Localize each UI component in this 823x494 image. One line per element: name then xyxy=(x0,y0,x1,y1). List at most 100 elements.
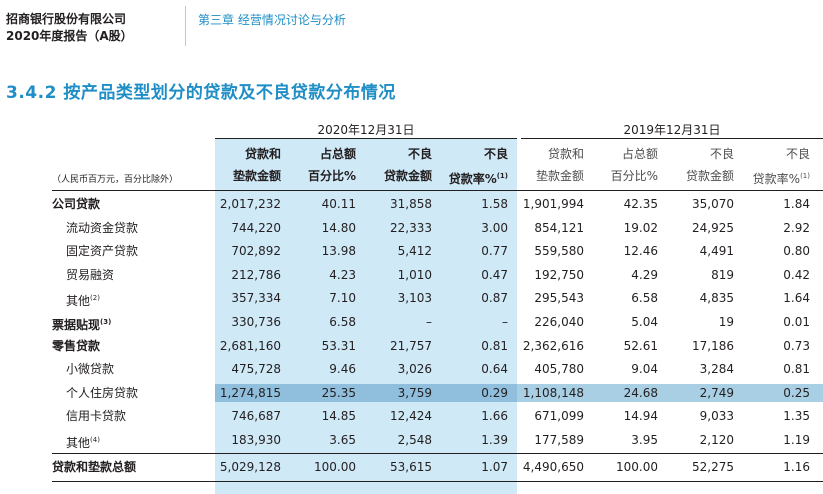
table-cell: 0.77 xyxy=(481,244,508,259)
column-header-2019-1: 占总额百分比% xyxy=(588,143,658,187)
column-header-line2: 垫款金额 xyxy=(211,165,281,187)
table-cell: 2,017,232 xyxy=(219,197,281,211)
column-header-2020-3: 不良 贷款率%(1) xyxy=(438,143,508,190)
table-cell: 746,687 xyxy=(231,409,281,424)
table-cell: 24.68 xyxy=(623,385,658,400)
column-header-line1: 不良 xyxy=(709,147,734,161)
row-footnote: (3) xyxy=(100,318,112,326)
table-cell: 2,120 xyxy=(699,433,734,447)
row-label-text: 票据贴现 xyxy=(52,318,101,332)
row-label: 票据贴现(3) xyxy=(52,311,111,337)
table-row: 其他(4) 183,930 3.65 2,548 1.39 177,589 3.95 2,12… xyxy=(0,429,823,452)
table-cell: – xyxy=(502,315,508,329)
table-cell: 1.58 xyxy=(481,197,508,211)
table-cell: 1,901,994 xyxy=(522,197,584,211)
table-cell: 3,103 xyxy=(397,291,432,306)
table-cell: 1.84 xyxy=(783,197,810,211)
column-header-line2: 百分比% xyxy=(588,165,658,187)
table-cell: 226,040 xyxy=(534,315,584,329)
table-cell: 25.35 xyxy=(321,385,356,400)
table-cell: 13.98 xyxy=(321,244,356,259)
company-name: 招商银行股份有限公司 xyxy=(6,12,127,26)
table-cell: 4.23 xyxy=(329,267,356,282)
column-header-2019-2: 不良贷款金额 xyxy=(664,143,734,187)
highlight-row-intersection xyxy=(215,384,517,402)
table-cell: 12,424 xyxy=(390,409,432,424)
table-cell: 0.47 xyxy=(481,267,508,282)
row-label-text: 流动资金贷款 xyxy=(66,220,139,235)
total-cell-3: 1.07 xyxy=(481,460,508,474)
row-label: 流动资金贷款 xyxy=(66,217,138,240)
table-row: 信用卡贷款 746,687 14.85 12,424 1.66 671,099 14.94 9… xyxy=(0,405,823,428)
table-cell: 3,284 xyxy=(699,362,734,377)
header-divider xyxy=(185,6,186,46)
table-cell: 0.87 xyxy=(481,291,508,306)
table-cell: 6.58 xyxy=(329,315,356,329)
table-cell: 1,274,815 xyxy=(219,385,281,400)
row-label: 其他(2) xyxy=(66,287,100,313)
row-label-text: 贸易融资 xyxy=(66,267,115,282)
table-cell: 22,333 xyxy=(390,220,432,235)
row-label-text: 其他 xyxy=(66,294,91,309)
row-label-text: 小微贷款 xyxy=(66,362,115,377)
table-cell: 1.19 xyxy=(783,433,810,447)
table-cell: 14.94 xyxy=(623,409,658,424)
table-row: 公司贷款 2,017,232 40.11 31,858 1.58 1,901,994 42.… xyxy=(0,193,823,216)
table-cell: 405,780 xyxy=(534,362,584,377)
total-cell-2: 53,615 xyxy=(390,460,432,474)
total-cell-4: 4,490,650 xyxy=(522,460,584,474)
row-label: 其他(4) xyxy=(66,429,100,455)
table-cell: 1.66 xyxy=(481,409,508,424)
table-cell: 744,220 xyxy=(231,220,281,235)
column-header-line1: 占总额 xyxy=(319,147,356,161)
table-cell: 0.73 xyxy=(783,338,810,353)
table-cell: 2,749 xyxy=(699,385,734,400)
table-cell: 819 xyxy=(711,267,734,282)
table-cell: 212,786 xyxy=(231,267,281,282)
table-cell: 0.01 xyxy=(783,315,810,329)
table-cell: 2.92 xyxy=(783,220,810,235)
table-cell: 1.64 xyxy=(783,291,810,306)
table-cell: 19.02 xyxy=(623,220,658,235)
column-header-line1: 占总额 xyxy=(621,147,658,161)
table-row: 零售贷款 2,681,160 53.31 21,757 0.81 2,362,616 52.… xyxy=(0,335,823,358)
table-cell: 3,026 xyxy=(397,362,432,377)
highlight-2020-column xyxy=(215,139,517,494)
table-cell: 5,412 xyxy=(397,244,432,259)
column-header-line2-text: 百分比% xyxy=(610,169,658,183)
total-rule-bottom xyxy=(52,481,823,482)
column-header-footnote: (1) xyxy=(800,172,810,180)
table-cell: 4,491 xyxy=(699,244,734,259)
table-cell: 0.64 xyxy=(481,362,508,377)
column-header-line2-text: 百分比% xyxy=(307,169,356,183)
column-header-line2-text: 贷款金额 xyxy=(383,169,432,183)
table-cell: 3.95 xyxy=(631,433,658,447)
table-cell: 1.35 xyxy=(783,409,810,424)
total-row: 贷款和垫款总额 5,029,128 100.00 53,615 1.07 4,4… xyxy=(0,456,823,479)
table-cell: 9,033 xyxy=(699,409,734,424)
table-cell: 12.46 xyxy=(623,244,658,259)
row-footnote: (4) xyxy=(90,436,100,444)
chapter-title: 第三章 经营情况讨论与分析 xyxy=(198,13,346,27)
table-cell: 3,759 xyxy=(397,385,432,400)
table-row: 个人住房贷款 1,274,815 25.35 3,759 0.29 1,108,148 24… xyxy=(0,382,823,405)
column-header-line1: 不良 xyxy=(483,147,508,161)
row-label: 贸易融资 xyxy=(66,264,114,287)
table-cell: 0.81 xyxy=(481,338,508,353)
total-cell-0: 5,029,128 xyxy=(219,460,281,474)
row-label: 个人住房贷款 xyxy=(66,382,138,405)
table-cell: 17,186 xyxy=(692,338,734,353)
column-header-2020-2: 不良 贷款金额 xyxy=(362,143,432,187)
column-header-line2: 贷款金额 xyxy=(664,165,734,187)
table-cell: 671,099 xyxy=(534,409,584,424)
column-header-line1: 贷款和 xyxy=(547,147,584,161)
row-label-text: 公司贷款 xyxy=(52,197,101,211)
table-cell: 31,858 xyxy=(390,197,432,211)
table-cell: 330,736 xyxy=(231,315,281,329)
table-cell: 21,757 xyxy=(390,338,432,353)
table-cell: 475,728 xyxy=(231,362,281,377)
table-row: 其他(2) 357,334 7.10 3,103 0.87 295,543 6.58 4,83… xyxy=(0,287,823,310)
table-cell: 3.00 xyxy=(481,220,508,235)
table-cell: 559,580 xyxy=(534,244,584,259)
year-rule-2019 xyxy=(521,138,823,139)
